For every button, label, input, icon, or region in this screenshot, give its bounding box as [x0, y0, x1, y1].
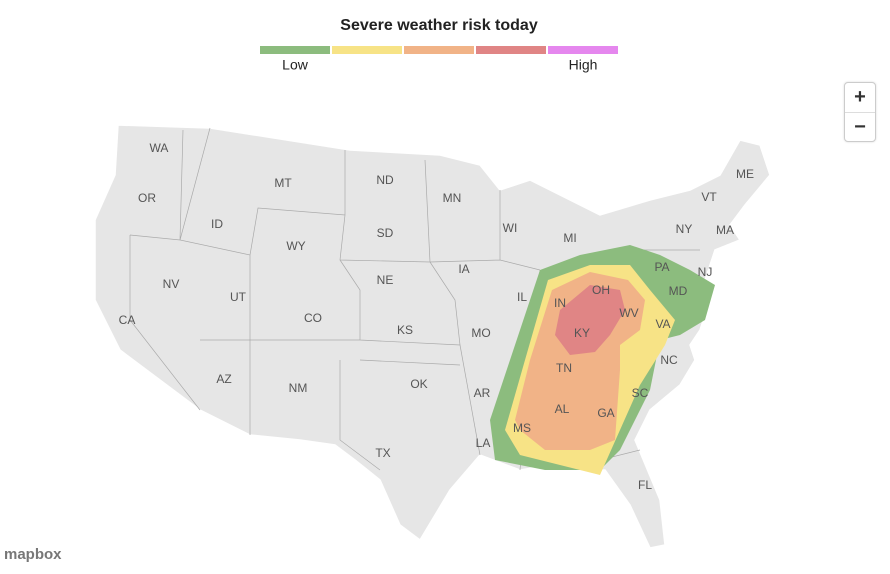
state-label: AZ [216, 372, 231, 386]
state-label: CA [119, 313, 136, 327]
state-label: WI [503, 221, 518, 235]
state-label: MI [563, 231, 576, 245]
state-label: NJ [698, 265, 713, 279]
title: Severe weather risk today [340, 17, 538, 34]
state-label: NM [289, 381, 308, 395]
state-label: KY [574, 326, 590, 340]
state-labels: WA OR CA ID NV UT AZ MT WY CO NM ND SD N… [119, 141, 754, 492]
state-label: CO [304, 311, 322, 325]
attribution[interactable]: mapbox [4, 546, 62, 563]
state-label: UT [230, 290, 247, 304]
state-label: ID [211, 217, 223, 231]
state-label: ND [376, 173, 394, 187]
risk-area [555, 285, 625, 355]
state-label: MT [274, 176, 292, 190]
state-label: AR [474, 386, 491, 400]
state-label: LA [476, 436, 491, 450]
state-label: MS [513, 421, 531, 435]
legend-low: Low [282, 57, 309, 73]
state-label: MD [669, 284, 688, 298]
state-label: NY [676, 222, 693, 236]
state-label: WY [286, 239, 305, 253]
legend-swatch [260, 46, 330, 54]
state-label: WV [619, 306, 638, 320]
state-label: NE [377, 273, 394, 287]
legend-high: High [569, 57, 598, 73]
legend-swatch [548, 46, 618, 54]
state-label: NC [660, 353, 678, 367]
state-label: SD [377, 226, 394, 240]
state-label: TX [375, 446, 390, 460]
state-label: SC [632, 386, 649, 400]
state-label: MA [716, 223, 734, 237]
state-label: WA [150, 141, 169, 155]
state-label: IL [517, 290, 527, 304]
zoom-control: + − [844, 82, 876, 142]
state-label: VA [655, 317, 670, 331]
state-label: IA [458, 262, 469, 276]
state-label: GA [597, 406, 614, 420]
legend: Low High [260, 46, 618, 73]
zoom-in[interactable]: + [845, 83, 875, 113]
state-label: MO [471, 326, 490, 340]
state-label: FL [638, 478, 652, 492]
state-label: OR [138, 191, 156, 205]
state-label: MN [443, 191, 462, 205]
state-label: AL [555, 402, 570, 416]
state-label: IN [554, 296, 566, 310]
state-label: KS [397, 323, 413, 337]
state-label: OK [410, 377, 427, 391]
legend-swatch [476, 46, 546, 54]
state-label: ME [736, 167, 754, 181]
state-label: PA [654, 260, 669, 274]
legend-swatch [332, 46, 402, 54]
state-label: VT [701, 190, 717, 204]
state-label: OH [592, 283, 610, 297]
state-label: NV [163, 277, 180, 291]
zoom-out[interactable]: − [854, 116, 866, 138]
state-label: TN [556, 361, 572, 375]
legend-swatch [404, 46, 474, 54]
